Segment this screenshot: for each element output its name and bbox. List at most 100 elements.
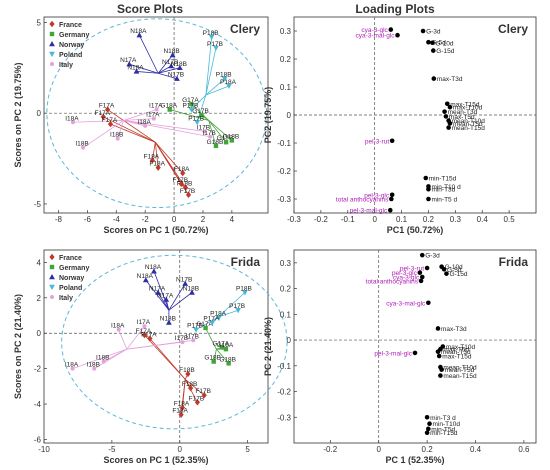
germany-point — [223, 346, 229, 352]
france-point-label: F18A — [144, 153, 160, 160]
y-tick-label: 0 — [287, 111, 292, 120]
norway-point-label: N17A — [157, 293, 174, 300]
france-point-label: F18B — [182, 381, 198, 388]
loading-point — [395, 32, 400, 38]
italy-point-label: I17B — [186, 333, 199, 340]
loading-label: mean-T3d — [448, 109, 478, 116]
norway-point — [176, 64, 183, 71]
loading-label-highlight: cya-3-mal-glc — [356, 33, 396, 40]
x-tick-label: 0.6 — [518, 445, 530, 454]
poland-spoke — [205, 36, 213, 96]
poland-point — [235, 308, 242, 314]
y-tick-label: -0.1 — [277, 139, 291, 148]
legend-marker-norway — [49, 41, 55, 47]
norway-point — [136, 32, 143, 38]
italy-point-label: I17A — [146, 112, 160, 119]
italy-point-label: I18A — [137, 119, 151, 126]
germany-point-label: G17A — [182, 97, 199, 104]
legend-label-norway: Norway — [59, 42, 84, 49]
plot-frame — [43, 16, 269, 214]
france-spoke — [110, 123, 156, 143]
italy-point-label: I18A — [65, 362, 79, 369]
poland-spoke — [205, 47, 217, 96]
germany-spoke — [205, 327, 217, 350]
norway-point — [182, 280, 189, 286]
y-tick-label: 0.1 — [280, 310, 292, 319]
france-point-label: F17B — [180, 188, 196, 195]
norway-point-label: N17A — [149, 285, 166, 292]
x-tick-label: -0.2 — [314, 215, 328, 224]
france-point — [183, 184, 189, 191]
norway-spoke — [129, 63, 159, 74]
poland-point — [194, 120, 201, 126]
france-spoke — [154, 142, 159, 168]
norway-point — [165, 319, 172, 325]
france-spoke — [151, 142, 156, 161]
plot-title: Frida — [499, 255, 529, 269]
france-point-label: F18A — [172, 408, 188, 415]
loading-label-highlight: pel-3-rut — [365, 138, 389, 145]
x-tick-label: 4 — [230, 215, 235, 224]
loading-point — [435, 326, 441, 331]
loading-label: max-T15d — [450, 101, 480, 108]
norway-point — [163, 296, 170, 302]
italy-point-label: I17B — [203, 130, 216, 137]
loading-point — [444, 101, 450, 107]
loading-label-highlight: pel-3-glc — [364, 192, 390, 199]
loading-label: mean-T5d — [445, 367, 475, 374]
italy-point — [81, 145, 86, 150]
italy-point — [151, 116, 156, 121]
x-axis-label: PC 1 (52.35%) — [385, 455, 444, 465]
y-axis-label: PC 2 (21.40%) — [263, 317, 273, 376]
loading-label-highlight: cya-3-glc — [393, 275, 420, 282]
x-tick-label: -5 — [108, 445, 116, 454]
loading-label-highlight: pel-3-mal-glc — [374, 350, 412, 357]
italy-spoke — [117, 120, 124, 139]
italy-spoke — [123, 120, 211, 138]
germany-point — [219, 345, 225, 350]
germany-spoke — [169, 109, 209, 121]
x-tick-label: 0.1 — [396, 215, 408, 224]
y-tick-label: 0.2 — [280, 285, 292, 294]
loading-point — [426, 196, 431, 202]
loading-label: min-T3d — [431, 187, 455, 194]
france-point-label: F17A — [99, 103, 115, 110]
poland-point — [193, 327, 199, 333]
germany-point-label: G17B — [192, 108, 209, 115]
norway-point — [133, 68, 140, 74]
loading-point — [418, 278, 424, 284]
y-axis-label: PC2 (19.75%) — [263, 87, 273, 144]
norway-point — [169, 52, 176, 58]
loading-label: min-T15d — [430, 430, 458, 437]
france-point — [147, 335, 153, 342]
x-axis-label: Scores on PC 1 (52.35%) — [103, 455, 208, 465]
poland-spoke — [195, 316, 218, 331]
score-plots-heading: Score Plots — [117, 2, 183, 16]
plot-title: Frida — [231, 255, 261, 269]
x-tick-label: 0 — [172, 215, 177, 224]
x-tick-label: 0.4 — [477, 215, 489, 224]
legend-marker-france — [49, 253, 55, 261]
loading-point — [439, 367, 444, 372]
loading-label: G-3d — [426, 29, 441, 36]
legend-label-poland: Poland — [59, 285, 82, 292]
y-axis-label: Scores on PC 2 (19.75%) — [13, 62, 23, 167]
loading-point — [426, 186, 431, 192]
x-tick-label: -2 — [142, 215, 150, 224]
loading-label: min-T5d — [431, 426, 455, 433]
loading-label: G-3d — [425, 253, 440, 260]
legend-label-germany: Germany — [59, 32, 89, 39]
poland-point-label: P18B — [216, 72, 232, 79]
italy-point — [115, 136, 120, 141]
italy-point — [180, 340, 185, 345]
france-point-label: F17B — [173, 177, 189, 184]
france-point — [188, 384, 194, 392]
loading-point — [419, 274, 425, 280]
loading-label: max-T10d — [446, 344, 476, 351]
x-tick-label: -4 — [113, 215, 121, 224]
loading-point — [447, 121, 453, 126]
norway-point-label: N17B — [168, 72, 184, 79]
x-tick-label: -6 — [84, 215, 92, 224]
x-tick-label: 0 — [372, 215, 377, 224]
x-tick-label: 0 — [178, 445, 183, 454]
